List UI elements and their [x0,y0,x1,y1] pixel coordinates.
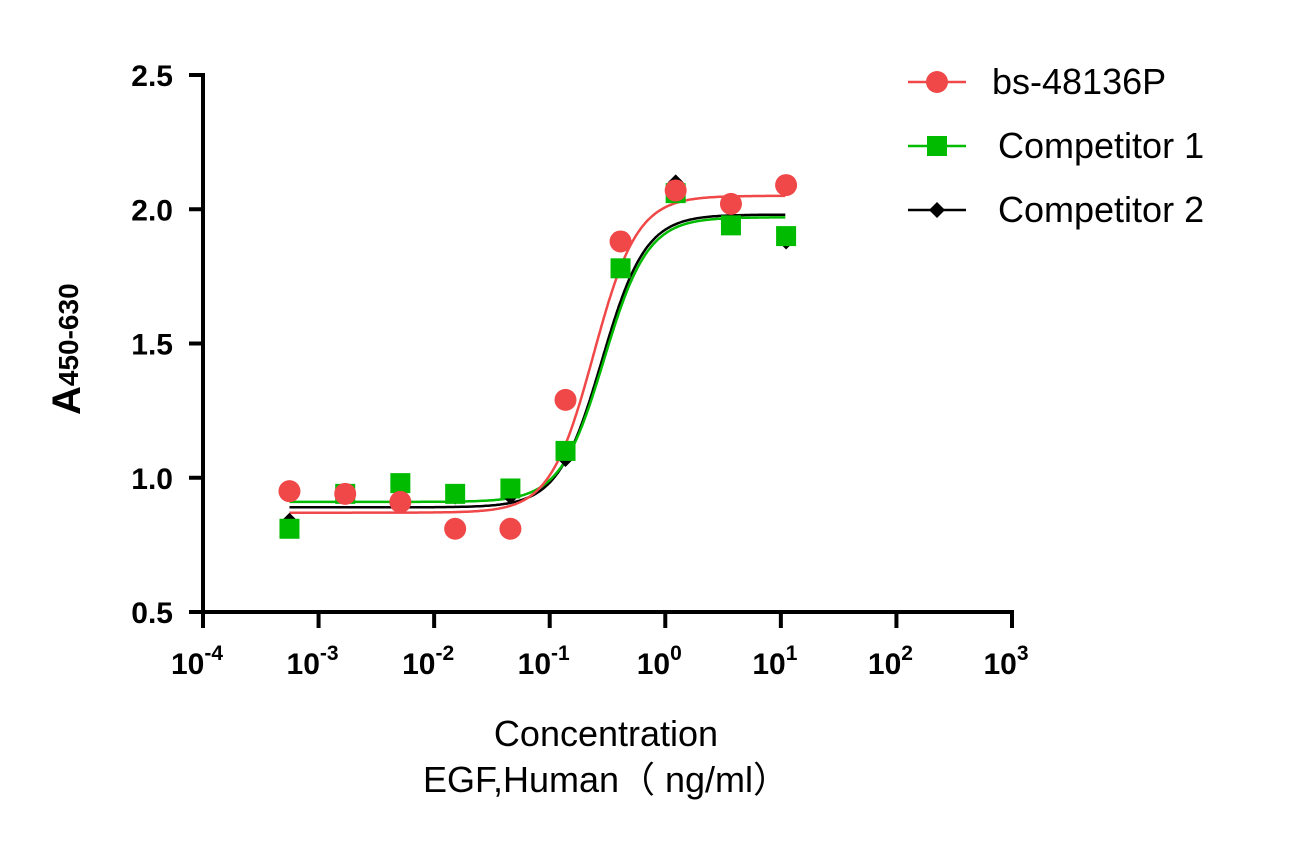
y-axis-label: A450-630 [45,283,89,415]
fit-curve-competitor-1 [289,216,786,504]
axes: 0.51.01.52.02.510-4 10-3 10-2 10-1 100 101 102… [131,60,1028,681]
y-axis-label-sub: 450-630 [53,283,84,386]
x-tick-exponent: -3 [320,642,339,665]
data-point [775,174,798,197]
y-tick-label: 1.5 [131,329,173,362]
x-tick-base: 10 [518,648,551,681]
x-tick-base: 10 [752,648,785,681]
data-point [664,179,687,202]
x-tick-exponent: -4 [204,642,223,665]
y-tick-label: 1.0 [131,463,173,496]
data-point [555,440,576,461]
x-tick-exponent: 3 [1017,642,1029,665]
y-axis-label-main: A [45,386,89,415]
data-points [278,174,798,540]
x-tick-exponent: -2 [435,642,454,665]
legend-marker-diamond-icon [929,202,945,218]
x-tick-exponent: 2 [901,642,913,665]
legend-label: Competitor 1 [998,125,1204,166]
x-tick-label: 10-2 [402,642,454,681]
data-point [719,192,742,215]
data-point [334,482,357,505]
data-point [279,518,300,539]
fit-curve-bs-48136p [289,194,786,514]
data-point [278,480,301,503]
x-tick-base: 10 [983,648,1016,681]
legend-marker-square-icon [927,136,947,156]
x-tick-label: 10-1 [518,642,570,681]
fit-curve-competitor-2 [289,213,786,509]
data-point [499,517,522,540]
data-point [445,483,466,504]
x-tick-exponent: 0 [670,642,682,665]
y-tick-label: 2.0 [131,194,173,227]
x-tick-base: 10 [402,648,435,681]
y-tick-label: 0.5 [131,597,173,630]
legend-marker-circle-icon [926,71,948,93]
x-tick-exponent: -1 [551,642,570,665]
x-axis-label-units: EGF,Human（ ng/ml） [423,759,789,800]
x-tick-label: 100 [637,642,682,681]
x-tick-label: 101 [752,642,797,681]
x-tick-exponent: 1 [786,642,798,665]
x-tick-base: 10 [287,648,320,681]
legend-label: Competitor 2 [998,189,1204,230]
data-point [444,517,467,540]
legend-label: bs-48136P [992,61,1166,102]
legend: bs-48136P Competitor 1 Competitor 2 [908,61,1204,230]
x-tick-base: 10 [868,648,901,681]
data-point [390,473,411,494]
x-tick-label: 103 [983,642,1028,681]
data-point [609,230,632,253]
data-point [610,258,631,279]
x-tick-label: 10-3 [287,642,339,681]
data-point [500,478,521,499]
data-point [389,490,412,513]
x-tick-base: 10 [637,648,670,681]
x-tick-label: 102 [868,642,913,681]
x-tick-base: 10 [171,648,204,681]
data-point [776,226,797,247]
data-point [554,388,577,411]
x-axis-label: Concentration [494,713,718,754]
fit-curves [289,194,786,514]
y-tick-label: 2.5 [131,60,173,93]
data-point [720,215,741,236]
x-tick-label: 10-4 [171,642,223,681]
